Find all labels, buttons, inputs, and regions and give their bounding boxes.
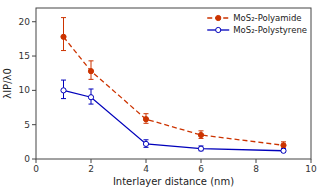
error-bar-cap	[144, 113, 149, 114]
x-tick-label: 8	[253, 164, 259, 174]
point	[61, 88, 66, 93]
x-tick	[146, 159, 147, 163]
error-bar-cap	[61, 80, 66, 81]
y-tick	[32, 124, 36, 125]
x-axis-label: Interlayer distance (nm)	[113, 176, 234, 187]
x-tick-label: 10	[305, 164, 317, 174]
error-bar	[281, 149, 286, 153]
legend-marker	[216, 15, 221, 20]
y-tick	[32, 159, 36, 160]
x-tick-label: 6	[198, 164, 204, 174]
plot-frame	[36, 8, 311, 159]
point	[198, 132, 203, 137]
error-bar	[89, 89, 94, 104]
x-tick-label: 4	[143, 164, 149, 174]
error-bar-cap	[144, 123, 149, 124]
legend-marker	[216, 27, 221, 32]
error-bar-cap	[89, 88, 94, 89]
error-bar-cap	[61, 50, 66, 51]
y-tick	[32, 21, 36, 22]
y-axis-label: λIP/λ0	[2, 68, 13, 99]
point	[88, 95, 93, 100]
error-bar-cap	[89, 104, 94, 105]
x-tick-label: 0	[33, 164, 39, 174]
error-bar	[281, 142, 286, 148]
y-tick-label: 20	[19, 17, 31, 27]
x-tick	[256, 159, 257, 163]
point	[281, 148, 286, 153]
error-bar-cap	[89, 60, 94, 61]
legend-label: MoS₂-Polyamide	[233, 13, 301, 23]
x-tick	[91, 159, 92, 163]
error-bar	[144, 114, 149, 124]
error-bar-cap	[199, 130, 204, 131]
x-tick	[36, 159, 37, 163]
series-line	[64, 90, 284, 150]
y-tick	[32, 56, 36, 57]
error-bar	[144, 140, 149, 148]
series-line	[64, 37, 284, 145]
y-tick	[32, 90, 36, 91]
error-bar	[61, 18, 66, 51]
point	[88, 69, 93, 74]
point	[281, 143, 286, 148]
chart: 0 2 4 6 8 10 0 5 10 15 20 Interlayer distance (nm) λ…	[0, 0, 319, 189]
point	[143, 117, 148, 122]
error-bar-cap	[144, 139, 149, 140]
error-bar-cap	[61, 17, 66, 18]
data-layer	[61, 18, 286, 154]
error-bar	[199, 146, 204, 151]
point	[143, 141, 148, 146]
point	[198, 146, 203, 151]
y-tick-label: 15	[19, 51, 30, 61]
x-tick-label: 2	[88, 164, 94, 174]
legend-label: MoS₂-Polystyrene	[233, 25, 307, 35]
error-bar-cap	[61, 98, 66, 99]
x-tick	[311, 159, 312, 163]
error-bar	[89, 61, 94, 80]
y-tick-label: 5	[24, 120, 30, 130]
error-bar	[61, 80, 66, 99]
error-bar-cap	[89, 79, 94, 80]
x-tick	[201, 159, 202, 163]
error-bar	[199, 131, 204, 139]
y-tick-label: 10	[19, 85, 31, 95]
point	[61, 34, 66, 39]
legend: MoS₂-Polyamide MoS₂-Polystyrene	[207, 13, 307, 35]
y-tick-label: 0	[24, 154, 30, 164]
